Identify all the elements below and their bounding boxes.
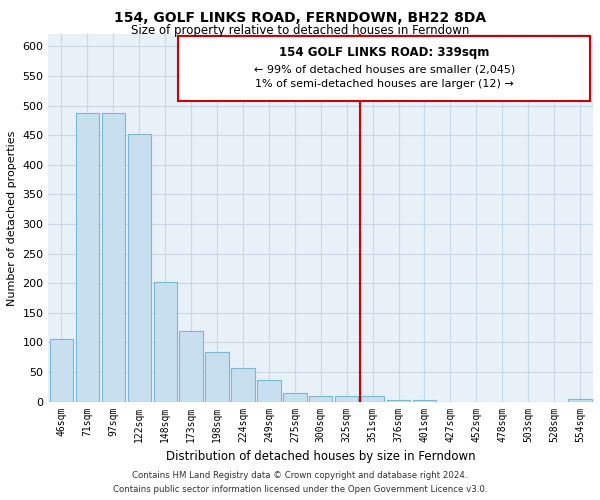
Bar	[101, 112, 125, 402]
Bar	[387, 400, 410, 402]
Bar	[309, 396, 332, 402]
Bar	[50, 340, 73, 402]
Bar	[205, 352, 229, 402]
Bar	[179, 330, 203, 402]
Bar	[335, 396, 358, 402]
Text: ← 99% of detached houses are smaller (2,045): ← 99% of detached houses are smaller (2,…	[254, 64, 515, 74]
Bar	[128, 134, 151, 402]
Bar	[76, 112, 99, 402]
Bar	[361, 396, 385, 402]
Bar	[413, 400, 436, 402]
Bar	[568, 399, 592, 402]
Text: Contains HM Land Registry data © Crown copyright and database right 2024.
Contai: Contains HM Land Registry data © Crown c…	[113, 472, 487, 494]
Text: 1% of semi-detached houses are larger (12) →: 1% of semi-detached houses are larger (1…	[255, 79, 514, 89]
Text: Size of property relative to detached houses in Ferndown: Size of property relative to detached ho…	[131, 24, 469, 37]
Bar	[232, 368, 254, 402]
X-axis label: Distribution of detached houses by size in Ferndown: Distribution of detached houses by size …	[166, 450, 476, 463]
Text: 154 GOLF LINKS ROAD: 339sqm: 154 GOLF LINKS ROAD: 339sqm	[279, 46, 490, 60]
Bar	[257, 380, 281, 402]
Bar	[283, 392, 307, 402]
Bar	[178, 36, 590, 102]
Y-axis label: Number of detached properties: Number of detached properties	[7, 130, 17, 306]
Bar	[154, 282, 177, 402]
Text: 154, GOLF LINKS ROAD, FERNDOWN, BH22 8DA: 154, GOLF LINKS ROAD, FERNDOWN, BH22 8DA	[114, 11, 486, 25]
